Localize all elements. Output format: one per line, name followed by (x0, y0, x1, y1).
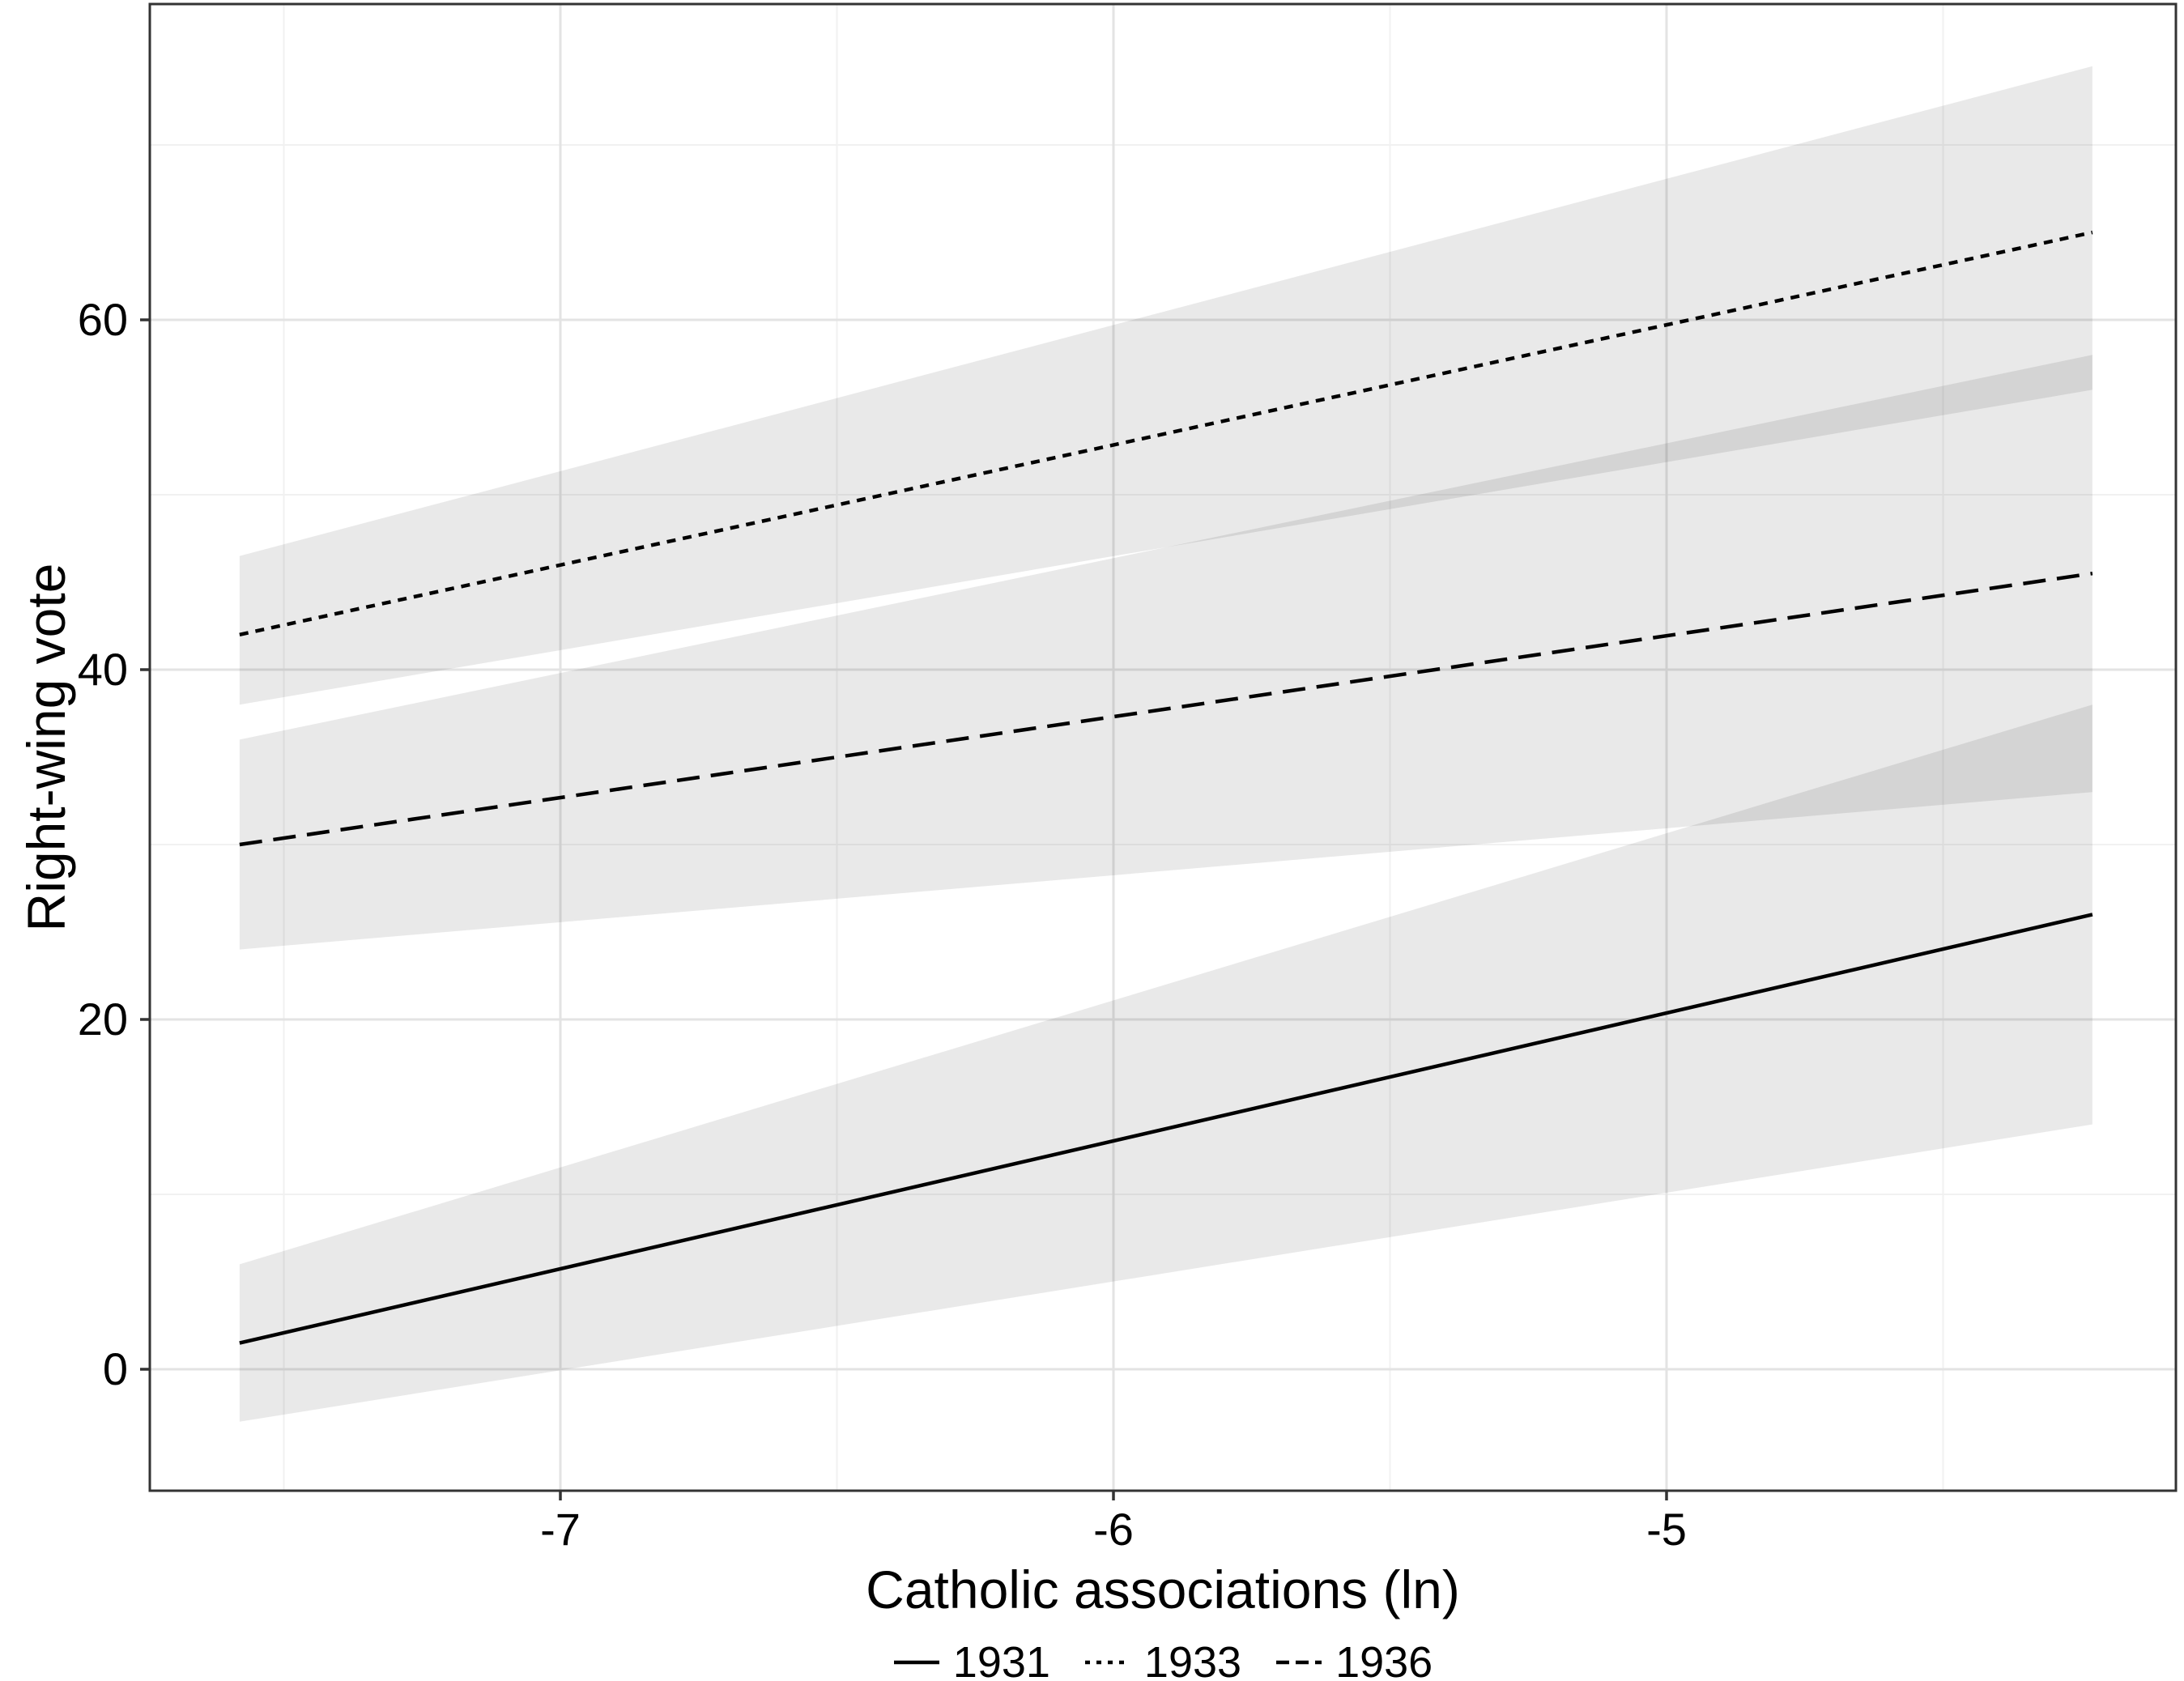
legend-item-1931: 1931 (893, 1637, 1050, 1681)
y-tick-label: 40 (78, 644, 128, 695)
legend-item-1933: 1933 (1084, 1637, 1241, 1681)
legend: 1931 1933 1936 (150, 1637, 2176, 1681)
ci-ribbon-1936 (239, 355, 2092, 950)
x-axis-title: Catholic associations (ln) (866, 1560, 1460, 1619)
ci-ribbon-1931 (239, 704, 2092, 1422)
legend-label: 1931 (952, 1638, 1050, 1681)
legend-label: 1936 (1335, 1638, 1433, 1681)
legend-key-solid-icon (893, 1660, 939, 1665)
x-tick-label: -5 (1646, 1504, 1687, 1555)
ci-ribbon-1933 (239, 66, 2092, 705)
legend-key-dotted-icon (1084, 1660, 1130, 1665)
y-tick-label: 20 (78, 994, 128, 1045)
trend-line-1931 (239, 913, 2093, 1345)
y-axis-title: Right-wing vote (16, 563, 76, 932)
panel-border (148, 2, 2178, 1492)
x-tick-label: -6 (1093, 1504, 1134, 1555)
y-tick-label: 0 (103, 1343, 128, 1394)
y-tick-label: 60 (78, 294, 128, 345)
x-tick-label: -7 (540, 1504, 581, 1555)
trend-line-1936 (239, 571, 2093, 847)
legend-label: 1933 (1143, 1638, 1242, 1681)
trend-line-1933 (239, 230, 2093, 636)
legend-item-1936: 1936 (1275, 1637, 1433, 1681)
legend-key-dashed-icon (1276, 1660, 1322, 1665)
